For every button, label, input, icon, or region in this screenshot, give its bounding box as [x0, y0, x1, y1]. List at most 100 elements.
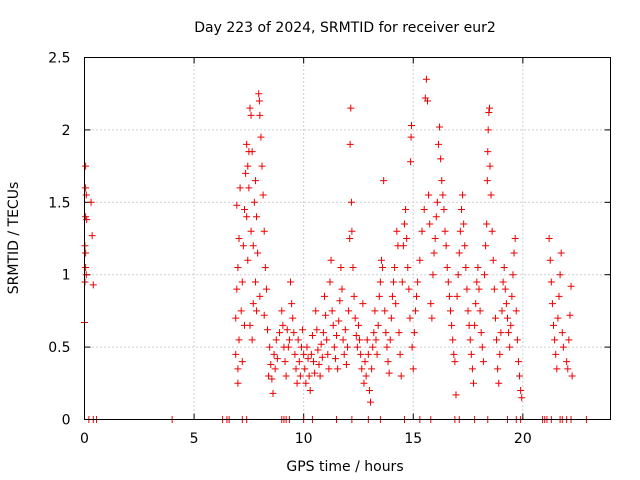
data-point — [82, 271, 90, 279]
data-point — [295, 358, 303, 366]
data-point — [438, 177, 446, 185]
data-point — [493, 336, 501, 344]
data-point — [468, 365, 476, 373]
data-point — [246, 104, 254, 112]
data-point — [301, 365, 309, 373]
data-point — [313, 326, 321, 334]
data-point — [436, 123, 444, 131]
data-point — [296, 372, 304, 380]
data-point — [486, 104, 494, 112]
data-point — [553, 365, 561, 373]
data-point — [235, 235, 243, 242]
data-point — [255, 90, 263, 98]
data-point — [546, 256, 554, 264]
data-point — [334, 365, 342, 373]
data-point — [247, 227, 255, 235]
x-tick-label: 5 — [190, 431, 199, 447]
data-point — [413, 292, 421, 300]
data-point — [552, 350, 560, 358]
data-point — [410, 329, 418, 337]
data-point — [461, 242, 469, 250]
data-point — [82, 263, 90, 271]
data-point — [516, 372, 524, 380]
data-point — [269, 389, 277, 397]
x-tick-labels: 0 5 10 15 20 — [80, 431, 532, 447]
data-point — [430, 249, 438, 257]
data-point — [567, 282, 575, 290]
data-point — [494, 365, 502, 373]
data-point — [282, 372, 290, 380]
data-point — [346, 235, 354, 242]
data-point — [439, 191, 447, 199]
data-point — [508, 292, 516, 300]
data-point — [478, 343, 486, 351]
data-point — [427, 300, 435, 308]
data-point — [240, 206, 248, 214]
data-point — [253, 213, 261, 221]
data-point — [488, 227, 496, 235]
data-point — [236, 184, 244, 192]
data-point — [390, 278, 398, 286]
data-point — [316, 372, 324, 380]
data-point — [288, 300, 296, 308]
chart-title: Day 223 of 2024, SRMTID for receiver eur… — [194, 20, 496, 36]
data-point — [487, 191, 495, 199]
data-point — [566, 311, 574, 319]
data-point — [287, 278, 295, 286]
data-point — [300, 350, 308, 358]
data-point — [383, 343, 391, 351]
data-point — [509, 271, 517, 279]
data-point — [281, 358, 289, 366]
data-point — [365, 387, 373, 395]
data-point — [440, 206, 448, 214]
data-point — [330, 343, 338, 351]
data-point — [479, 358, 487, 366]
data-point — [425, 191, 433, 199]
data-point — [375, 292, 383, 300]
data-point — [502, 300, 510, 308]
x-tick-label: 20 — [514, 431, 532, 447]
data-point — [411, 307, 419, 315]
data-point — [510, 249, 518, 257]
data-point — [292, 365, 300, 373]
data-point — [518, 394, 526, 402]
y-tick-label: 2 — [62, 123, 71, 139]
data-point — [429, 271, 437, 279]
data-point — [547, 278, 555, 286]
data-point — [342, 360, 350, 368]
data-point — [374, 321, 382, 329]
y-tick-labels: 0 0.5 1 1.5 2 2.5 — [48, 51, 70, 429]
data-point — [273, 355, 281, 363]
data-point — [418, 227, 426, 235]
data-point — [441, 227, 449, 235]
data-point — [407, 158, 415, 166]
data-point — [376, 278, 384, 286]
data-point — [234, 263, 242, 271]
data-point — [293, 379, 301, 387]
data-point — [354, 321, 362, 329]
data-point — [476, 307, 484, 315]
data-point — [371, 307, 379, 315]
y-axis-title: SRMTID / TECUs — [6, 182, 22, 295]
data-point — [514, 358, 522, 366]
data-point — [237, 307, 245, 315]
data-point — [420, 206, 428, 214]
data-point — [357, 350, 365, 358]
data-point — [480, 271, 488, 279]
data-point — [244, 162, 252, 170]
data-point — [433, 198, 441, 206]
data-point — [242, 169, 250, 177]
data-point — [333, 332, 341, 340]
data-point — [232, 314, 240, 322]
data-point — [303, 343, 311, 351]
data-point — [414, 278, 422, 286]
data-point — [455, 249, 463, 257]
data-point — [428, 314, 436, 322]
data-point — [432, 213, 440, 221]
data-point — [496, 350, 504, 358]
data-point — [559, 343, 567, 351]
data-point — [451, 358, 459, 366]
data-point — [457, 206, 465, 214]
data-point — [322, 311, 330, 319]
